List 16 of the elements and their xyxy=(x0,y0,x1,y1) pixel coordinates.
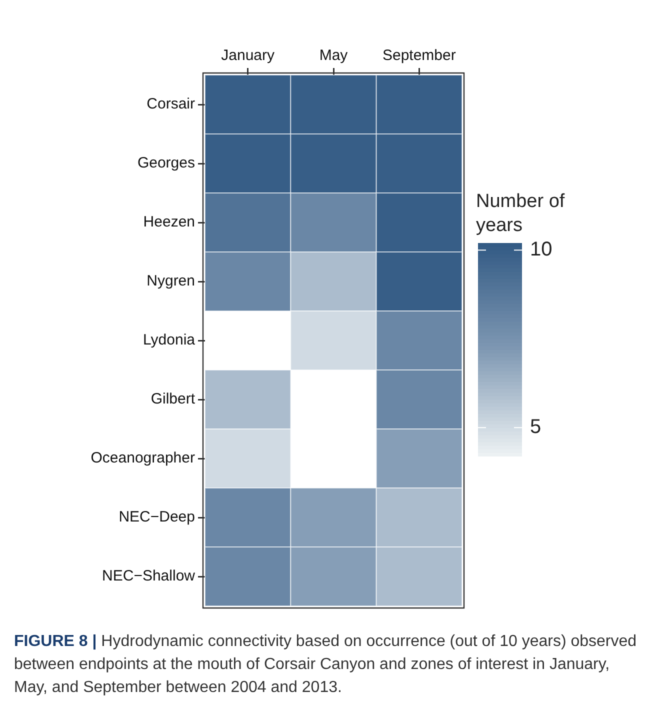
y-tick-label: Oceanographer xyxy=(90,450,195,467)
x-tick-label: September xyxy=(382,47,456,64)
color-bar-label: 5 xyxy=(530,416,542,438)
y-tick-label: Lydonia xyxy=(143,332,196,349)
y-tick-label: Georges xyxy=(137,154,195,172)
y-tick-label: NEC−Shallow xyxy=(102,568,196,585)
x-tick-label: January xyxy=(221,47,276,64)
y-tick-label: Gilbert xyxy=(150,390,196,408)
caption: FIGURE 8 | Hydrodynamic connectivity based on occurrence (out of 10 years) observed between endpoints at the mouth of Corsair Canyon and zones of interest in January, May, and September between 2004 and 2013. xyxy=(14,632,638,698)
y-tick-label: Corsair xyxy=(146,96,195,113)
x-tick-label: May xyxy=(319,47,348,64)
y-tick-label: NEC−Deep xyxy=(118,508,195,526)
y-tick-label: Heezen xyxy=(143,214,195,231)
color-bar-label: 10 xyxy=(530,238,552,261)
color-bar-title: Number of years xyxy=(476,191,566,236)
y-tick-label: Nygren xyxy=(146,272,195,290)
